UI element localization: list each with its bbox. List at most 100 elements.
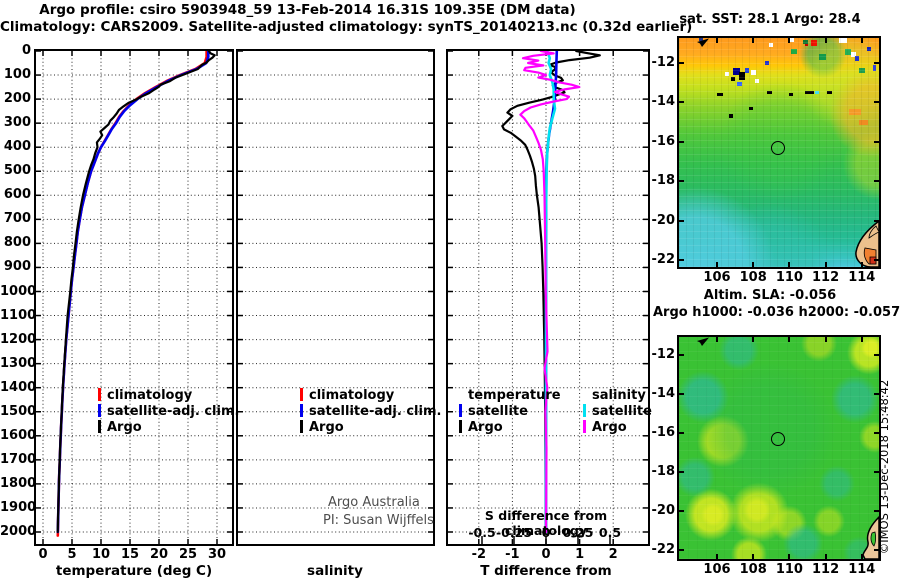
map-lon-label: 112 [812,562,840,577]
difference-profile-svg [448,51,648,544]
difference-profile-plot [446,49,650,546]
map-lon-label: 110 [775,562,803,577]
x-axis-label: temperature (deg C) [55,563,213,579]
map-speckle [819,54,826,61]
lon-tick [824,554,827,559]
map-speckle [805,90,814,94]
lon-tick [716,262,718,267]
island-mark [697,38,709,47]
lat-tick [679,101,684,104]
legend-group-header: temperature [468,388,561,403]
map-lat-label: -22 [651,542,676,558]
legend-label: satellite [468,404,528,419]
lon-tick [860,38,863,43]
argo-float-marker [770,432,785,447]
depth-tick-label: 1600 [0,427,37,443]
map-speckle [855,56,859,62]
map-lat-label: -18 [651,463,676,479]
map-lat-label: -20 [651,503,676,518]
salinity-profile-svg [238,51,433,533]
map-speckle [739,72,745,81]
lon-tick [860,554,863,559]
x-tick-label: 0 [541,547,551,562]
lon-tick [824,262,827,267]
legend-group-header: salinity [592,388,646,403]
s-tick-label: -0.25 [495,525,533,540]
legend-label: Argo [468,420,503,435]
depth-tick-label: 1700 [0,451,37,467]
map-speckle [789,38,794,42]
gridlines [36,51,232,544]
legend-label: Argo [107,420,142,435]
series-s-argo [519,51,581,534]
lat-tick [679,470,684,473]
s-tick-label: 0.25 [562,525,594,540]
legend-label: satellite-adj. clim. [309,404,442,419]
land-coastline [869,256,877,265]
x-axis-label: T difference from climatology [480,563,612,580]
lat-tick [874,62,879,64]
legend-color-mark [459,420,462,433]
legend-color-mark [300,420,303,433]
map-lon-label: 108 [739,270,767,285]
map-lat-label: -14 [651,94,676,110]
legend-item: Argo [459,420,503,435]
s-tick-label: -0.5 [468,525,496,540]
x-tick-label: 30 [207,547,227,562]
imos-watermark: ©IMOS 13-Dec-2018 15:48:42 [877,379,891,555]
series-t-argo [501,51,601,534]
lon-tick [752,262,755,267]
map-speckle [839,38,847,43]
map-lat-label: -12 [651,55,676,70]
s-axis-label: S difference from climatology [484,508,608,538]
gridlines [448,51,648,544]
annotation-argo-australia: Argo Australia [328,495,420,510]
map-speckle [745,67,749,73]
legend-item: satellite [459,404,528,419]
lat-tick [874,258,879,261]
lon-tick [752,554,755,559]
page-title: Argo profile: csiro 5903948_59 13-Feb-20… [39,2,576,18]
legend-label: Argo [592,420,627,435]
lon-tick [860,337,863,342]
legend-color-mark [300,388,303,401]
legend-label: Argo [309,420,344,435]
lat-tick [874,392,879,395]
lat-tick [874,140,879,143]
legend-color-mark [98,404,101,417]
land-coastline [870,531,877,547]
depth-tick-label: 2000 [0,524,37,539]
map-lat-label: -22 [651,251,676,267]
s-tick-label: 0.5 [598,525,622,540]
sla-title-line1: Altim. SLA: -0.056 [703,288,837,303]
lat-tick [874,180,879,183]
legend-item: Argo [583,420,627,435]
noise-speckles [679,38,879,267]
map-speckle [791,49,797,55]
legend-color-mark [583,420,586,433]
map-lon-label: 106 [703,562,731,577]
lat-tick [679,549,684,552]
annotation-pi: PI: Susan Wijffels [323,513,434,528]
series-climatology [56,51,208,537]
legend-item: satellite-adj. clim. [98,404,239,419]
depth-tick-label: 900 [3,259,31,275]
map-speckle [717,92,723,96]
x-tick-label: 2 [608,547,618,562]
map-speckle [749,106,753,110]
lat-tick [679,258,684,261]
lon-tick [824,38,827,43]
map-lat-label: -20 [651,212,676,228]
map-lon-label: 114 [848,270,876,285]
series-satellite-adj-clim- [56,51,210,534]
lon-tick [752,337,755,342]
lat-tick [679,180,684,183]
depth-tick-label: 1200 [0,331,37,347]
gridlines [238,74,433,533]
map-speckle [845,49,851,56]
map-lat-label: -18 [651,173,676,189]
x-tick-label: 25 [178,547,198,562]
legend-label: satellite-adj. clim. [107,404,240,419]
argo-float-marker [770,140,785,155]
map-speckle [859,67,865,73]
